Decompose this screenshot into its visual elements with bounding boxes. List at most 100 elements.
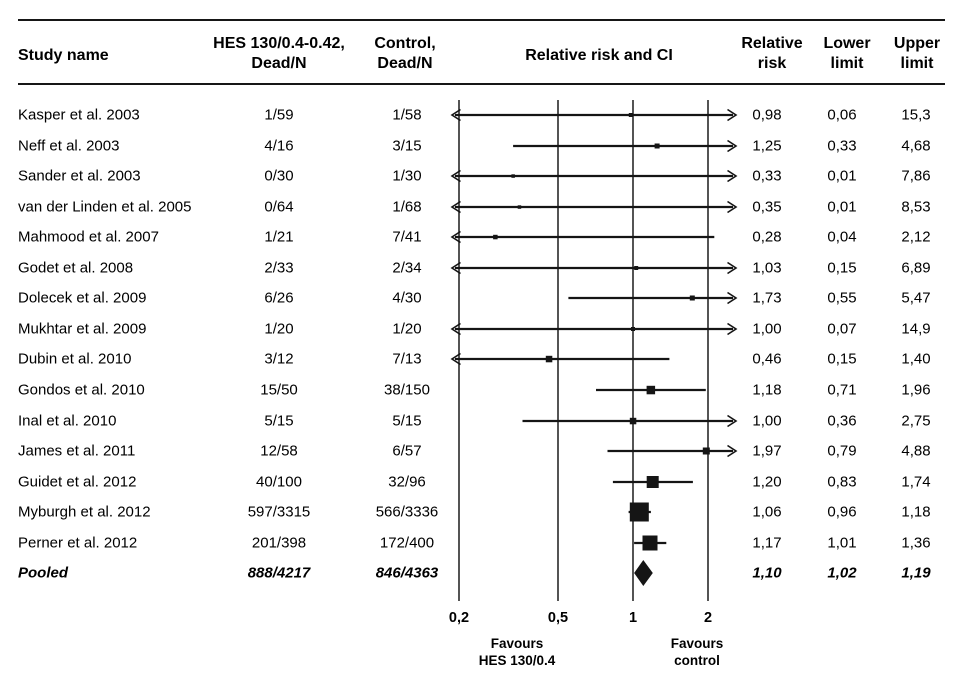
point-estimate-marker bbox=[629, 417, 637, 425]
ci-right-arrow-icon bbox=[727, 139, 738, 153]
hes-dead-n-cell: 1/20 bbox=[264, 320, 294, 338]
ci-right-arrow-icon bbox=[727, 291, 738, 305]
control-dead-n-cell: 1/68 bbox=[392, 198, 422, 216]
point-estimate-marker bbox=[545, 355, 553, 363]
control-dead-n-cell: 1/30 bbox=[392, 167, 422, 185]
control-dead-n-cell: 1/58 bbox=[392, 106, 422, 124]
upper-limit-cell: 1,40 bbox=[901, 350, 931, 368]
ci-left-arrow-icon bbox=[450, 352, 461, 366]
point-estimate-marker bbox=[646, 476, 659, 488]
ci-left-arrow-icon bbox=[450, 200, 461, 214]
control-dead-n-cell: 172/400 bbox=[379, 534, 435, 552]
relative-risk-cell: 1,73 bbox=[752, 289, 782, 307]
hes-dead-n-cell: 1/21 bbox=[264, 228, 294, 246]
relative-risk-cell: 1,97 bbox=[752, 442, 782, 460]
study-name-cell: Guidet et al. 2012 bbox=[18, 473, 137, 491]
lower-limit-cell: 0,04 bbox=[827, 228, 857, 246]
upper-limit-cell: 2,75 bbox=[901, 412, 931, 430]
control-dead-n-cell: 2/34 bbox=[392, 259, 422, 277]
study-name-cell: Pooled bbox=[18, 564, 69, 582]
plot-column-header: Relative risk and CI bbox=[525, 47, 673, 64]
upper-limit-cell: 7,86 bbox=[901, 167, 931, 185]
ci-right-arrow-icon bbox=[727, 261, 738, 275]
study-name-cell: Dubin et al. 2010 bbox=[18, 350, 132, 368]
study-name-cell: Sander et al. 2003 bbox=[18, 167, 141, 185]
point-estimate-marker bbox=[629, 502, 649, 522]
lower-limit-cell: 0,96 bbox=[827, 503, 857, 521]
hes-dead-n-cell: 0/30 bbox=[264, 167, 294, 185]
control-dead-n-cell: 7/41 bbox=[392, 228, 422, 246]
lower-limit-cell: 0,33 bbox=[827, 137, 857, 155]
control-dead-n-cell: 38/150 bbox=[384, 381, 430, 399]
hes-dead-n-cell: 2/33 bbox=[264, 259, 294, 277]
control-column-header: Control, Dead/N bbox=[374, 35, 436, 72]
lower-limit-cell: 0,15 bbox=[827, 259, 857, 277]
relative-risk-cell: 1,03 bbox=[752, 259, 782, 277]
upper-limit-cell: 2,12 bbox=[901, 228, 931, 246]
study-name-cell: Perner et al. 2012 bbox=[18, 534, 138, 552]
study-name-cell: Myburgh et al. 2012 bbox=[18, 503, 151, 521]
relative-risk-cell: 1,10 bbox=[752, 564, 782, 582]
relative-risk-cell: 1,18 bbox=[752, 381, 782, 399]
ci-left-arrow-icon bbox=[450, 322, 461, 336]
relative-risk-cell: 1,00 bbox=[752, 412, 782, 430]
study-name-cell: Neff et al. 2003 bbox=[18, 137, 120, 155]
hes-column-header: HES 130/0.4-0.42, Dead/N bbox=[213, 35, 345, 72]
hes-dead-n-cell: 1/59 bbox=[264, 106, 294, 124]
relative-risk-cell: 0,35 bbox=[752, 198, 782, 216]
relative-risk-cell: 1,20 bbox=[752, 473, 782, 491]
hes-dead-n-cell: 0/64 bbox=[264, 198, 294, 216]
point-estimate-marker bbox=[642, 535, 658, 551]
relative-risk-header: Relative risk bbox=[741, 35, 803, 72]
upper-limit-cell: 6,89 bbox=[901, 259, 931, 277]
ci-right-arrow-icon bbox=[727, 414, 738, 428]
study-name-cell: Inal et al. 2010 bbox=[18, 412, 117, 430]
pooled-diamond bbox=[634, 560, 653, 586]
point-estimate-marker bbox=[493, 234, 498, 240]
ci-left-arrow-icon bbox=[450, 230, 461, 244]
relative-risk-cell: 1,00 bbox=[752, 320, 782, 338]
lower-limit-header: Lower limit bbox=[823, 35, 871, 72]
ci-right-arrow-icon bbox=[727, 108, 738, 122]
x-tick-label: 0,2 bbox=[448, 610, 470, 626]
relative-risk-cell: 1,17 bbox=[752, 534, 782, 552]
upper-limit-cell: 1,96 bbox=[901, 381, 931, 399]
relative-risk-cell: 1,06 bbox=[752, 503, 782, 521]
study-name-cell: Mahmood et al. 2007 bbox=[18, 228, 159, 246]
control-dead-n-cell: 3/15 bbox=[392, 137, 422, 155]
favours-right-label: Favours control bbox=[670, 636, 724, 668]
top-rule bbox=[18, 19, 945, 22]
upper-limit-cell: 8,53 bbox=[901, 198, 931, 216]
upper-limit-cell: 5,47 bbox=[901, 289, 931, 307]
hes-dead-n-cell: 888/4217 bbox=[247, 564, 311, 582]
hes-dead-n-cell: 597/3315 bbox=[247, 503, 311, 521]
point-estimate-marker bbox=[702, 447, 710, 455]
lower-limit-cell: 0,01 bbox=[827, 198, 857, 216]
ci-right-arrow-icon bbox=[727, 200, 738, 214]
point-estimate-marker bbox=[654, 143, 660, 149]
control-dead-n-cell: 1/20 bbox=[392, 320, 422, 338]
study-name-cell: Dolecek et al. 2009 bbox=[18, 289, 147, 307]
point-estimate-marker bbox=[628, 113, 633, 117]
ci-right-arrow-icon bbox=[727, 322, 738, 336]
control-dead-n-cell: 846/4363 bbox=[375, 564, 439, 582]
upper-limit-cell: 4,68 bbox=[901, 137, 931, 155]
upper-limit-cell: 1,36 bbox=[901, 534, 931, 552]
hes-dead-n-cell: 4/16 bbox=[264, 137, 294, 155]
lower-limit-cell: 0,83 bbox=[827, 473, 857, 491]
upper-limit-cell: 1,19 bbox=[901, 564, 931, 582]
point-estimate-marker bbox=[631, 327, 635, 331]
hes-dead-n-cell: 15/50 bbox=[260, 381, 298, 399]
ci-right-arrow-icon bbox=[727, 444, 738, 458]
study-name-cell: James et al. 2011 bbox=[18, 442, 136, 460]
hes-dead-n-cell: 12/58 bbox=[260, 442, 298, 460]
x-tick-label: 2 bbox=[703, 610, 713, 626]
lower-limit-cell: 1,02 bbox=[827, 564, 857, 582]
lower-limit-cell: 0,07 bbox=[827, 320, 857, 338]
hes-dead-n-cell: 6/26 bbox=[264, 289, 294, 307]
study-name-cell: van der Linden et al. 2005 bbox=[18, 198, 192, 216]
relative-risk-cell: 0,28 bbox=[752, 228, 782, 246]
ci-left-arrow-icon bbox=[450, 261, 461, 275]
